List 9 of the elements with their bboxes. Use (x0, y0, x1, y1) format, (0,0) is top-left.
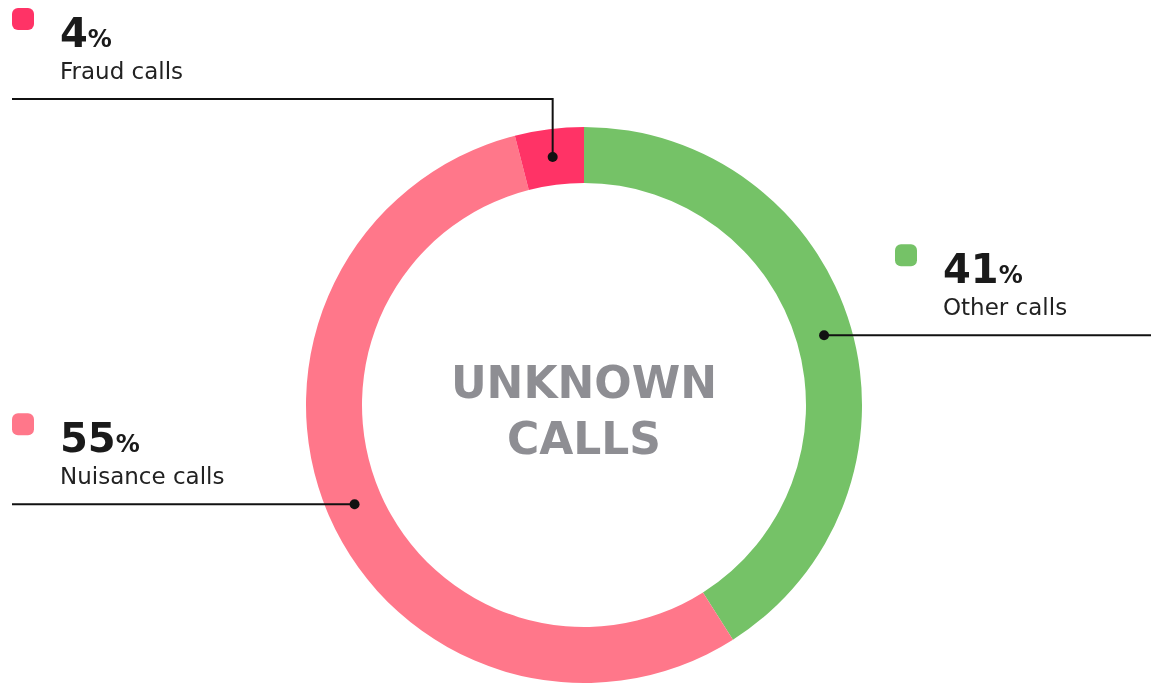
donut-slice (306, 135, 733, 683)
slice-label: Nuisance calls (60, 463, 225, 490)
donut-slice (514, 127, 584, 190)
data-label: 55% (60, 415, 140, 462)
data-label: 41% (943, 246, 1023, 293)
data-label: 4% (60, 10, 112, 56)
slice-label: Fraud calls (60, 58, 184, 84)
slice-label: Other calls (943, 294, 1068, 321)
text: UNKNOWN CALLS (449, 356, 719, 466)
